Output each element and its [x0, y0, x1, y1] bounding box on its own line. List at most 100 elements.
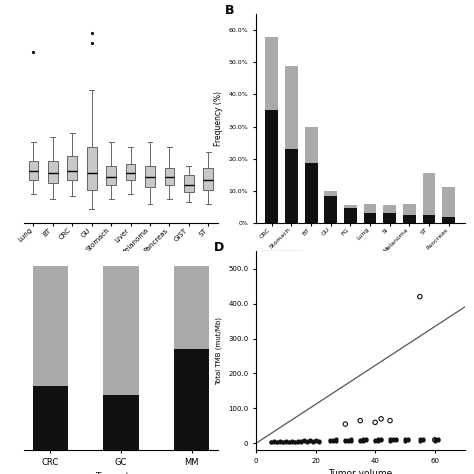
Point	[419, 437, 427, 444]
Point	[342, 438, 349, 445]
Point	[288, 438, 295, 445]
Point	[329, 436, 337, 444]
Point	[345, 436, 352, 444]
Legend: Low, High: Low, High	[261, 251, 302, 280]
Point	[303, 438, 310, 446]
Bar	[442, 217, 455, 223]
Point	[267, 438, 274, 446]
Point	[329, 437, 337, 445]
Point	[386, 417, 394, 424]
Bar	[33, 386, 68, 450]
Point	[359, 437, 367, 444]
Point	[431, 437, 438, 444]
Point	[356, 436, 364, 444]
Bar	[364, 204, 376, 212]
Bar	[265, 36, 278, 110]
Point	[416, 437, 424, 444]
Point	[404, 437, 412, 444]
Point	[347, 437, 355, 444]
Point	[327, 437, 334, 444]
Point	[371, 436, 379, 444]
Point	[327, 438, 334, 445]
Bar	[103, 266, 138, 395]
Point	[291, 438, 299, 446]
Point	[392, 435, 400, 443]
Point	[416, 293, 424, 301]
Point	[273, 438, 281, 446]
Point	[377, 437, 385, 444]
X-axis label: Tumor volume: Tumor volume	[328, 469, 392, 474]
Point	[285, 438, 292, 446]
Point	[363, 435, 370, 443]
Point	[434, 435, 441, 443]
Bar	[174, 266, 209, 349]
Point	[333, 436, 340, 443]
Point	[377, 415, 385, 423]
Bar	[383, 213, 396, 223]
Bar	[265, 110, 278, 223]
Bar	[364, 212, 376, 223]
PathPatch shape	[28, 161, 38, 180]
Point	[386, 437, 394, 444]
PathPatch shape	[145, 166, 155, 187]
Point	[431, 436, 438, 444]
Point	[303, 437, 310, 444]
Bar	[423, 173, 436, 215]
Point	[297, 438, 304, 446]
PathPatch shape	[184, 175, 194, 192]
Point	[345, 437, 352, 445]
Point	[279, 438, 287, 446]
Point	[315, 438, 322, 446]
Point	[347, 436, 355, 443]
Point	[294, 438, 301, 445]
Point	[374, 436, 382, 443]
X-axis label: Tumor type: Tumor type	[95, 473, 146, 474]
Point	[309, 438, 316, 446]
Bar	[403, 203, 416, 215]
PathPatch shape	[87, 147, 97, 190]
Point	[434, 437, 441, 444]
PathPatch shape	[67, 156, 77, 180]
Point	[389, 437, 397, 444]
Point	[306, 438, 313, 445]
Bar	[285, 149, 298, 223]
X-axis label: Tumor type: Tumor type	[337, 259, 384, 268]
Point	[431, 436, 438, 443]
Bar	[324, 195, 337, 223]
Point	[315, 437, 322, 444]
Point	[371, 419, 379, 426]
Point	[285, 438, 292, 446]
PathPatch shape	[164, 168, 174, 185]
Point	[282, 438, 290, 446]
Point	[270, 438, 278, 445]
Point	[309, 437, 316, 444]
Bar	[285, 65, 298, 149]
Point	[342, 437, 349, 444]
Point	[312, 437, 319, 444]
Point	[404, 435, 412, 443]
Point	[416, 436, 424, 443]
Text: D: D	[214, 241, 225, 254]
Point	[392, 436, 400, 444]
Point	[273, 438, 281, 446]
Point	[386, 436, 394, 443]
Point	[419, 435, 427, 443]
Bar	[344, 205, 357, 209]
Point	[288, 438, 295, 446]
Point	[356, 417, 364, 424]
Bar	[324, 191, 337, 195]
Point	[297, 437, 304, 444]
Bar	[344, 209, 357, 223]
Point	[359, 436, 367, 443]
Y-axis label: Frequency (%): Frequency (%)	[214, 91, 223, 146]
Point	[291, 438, 299, 446]
Point	[401, 436, 409, 443]
Bar	[383, 205, 396, 213]
PathPatch shape	[126, 164, 136, 180]
Bar	[403, 215, 416, 223]
Bar	[442, 187, 455, 217]
PathPatch shape	[48, 161, 58, 183]
Point	[342, 420, 349, 428]
X-axis label: Tumor type: Tumor type	[95, 263, 146, 272]
Point	[300, 438, 308, 445]
